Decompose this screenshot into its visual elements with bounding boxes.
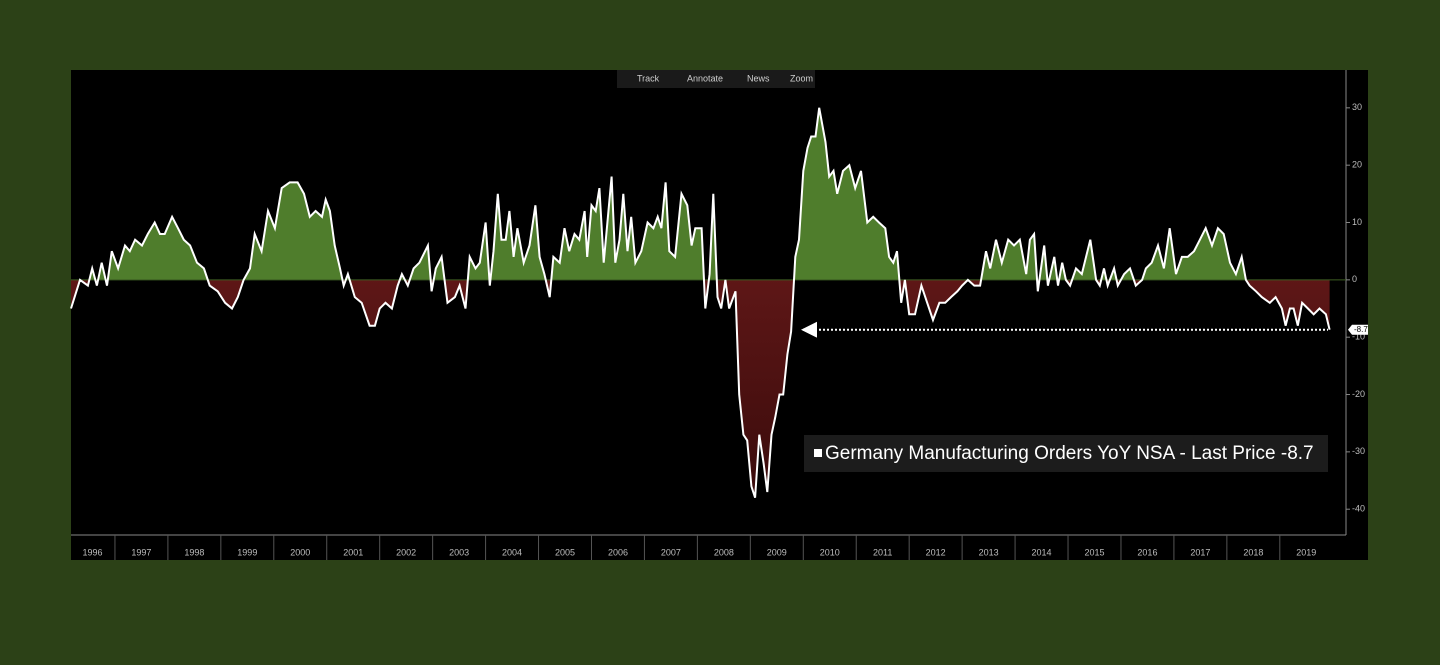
x-tick-label: 1998 <box>184 547 204 557</box>
legend-swatch <box>814 449 822 457</box>
toolbar-button[interactable]: News <box>747 73 770 83</box>
y-tick-label: -10 <box>1352 332 1365 342</box>
x-tick-label: 2003 <box>449 547 469 557</box>
series-line <box>70 107 1331 499</box>
y-tick-label: 20 <box>1352 160 1362 170</box>
y-tick-label: -20 <box>1352 389 1365 399</box>
y-tick-label: 10 <box>1352 217 1362 227</box>
x-tick-label: 2015 <box>1084 547 1104 557</box>
x-tick-label: 2016 <box>1137 547 1157 557</box>
x-tick-label: 2012 <box>926 547 946 557</box>
chart-background <box>71 70 1368 560</box>
x-tick-label: 2005 <box>555 547 575 557</box>
x-tick-label: 2007 <box>661 547 681 557</box>
legend-box <box>804 435 1328 472</box>
x-tick-label: 2001 <box>343 547 363 557</box>
x-tick-label: 1997 <box>131 547 151 557</box>
x-tick-label: 2017 <box>1190 547 1210 557</box>
x-tick-label: 2013 <box>979 547 999 557</box>
x-tick-label: 2009 <box>767 547 787 557</box>
legend-text: Germany Manufacturing Orders YoY NSA - L… <box>825 443 1314 464</box>
y-tick-label: -40 <box>1352 504 1365 514</box>
toolbar-button[interactable]: Track <box>637 73 660 83</box>
last-price-tag <box>1348 324 1368 335</box>
x-tick-label: 2004 <box>502 547 522 557</box>
x-tick-label: 2018 <box>1243 547 1263 557</box>
toolbar <box>617 70 815 88</box>
y-tick-label: 0 <box>1352 274 1357 284</box>
y-tick-label: 30 <box>1352 102 1362 112</box>
y-tick-label: -30 <box>1352 446 1365 456</box>
x-tick-label: 2011 <box>873 547 892 557</box>
x-tick-label: 2014 <box>1032 547 1052 557</box>
x-tick-label: 2006 <box>608 547 628 557</box>
x-tick-label: 2000 <box>290 547 310 557</box>
toolbar-button[interactable]: Zoom <box>790 73 813 83</box>
x-tick-label: 2002 <box>396 547 416 557</box>
x-tick-label: 2010 <box>820 547 840 557</box>
x-tick-label: 2008 <box>714 547 734 557</box>
x-tick-label: 1999 <box>237 547 257 557</box>
last-price-label: -8.7 <box>1354 325 1368 334</box>
x-tick-label: 1996 <box>82 547 102 557</box>
x-tick-label: 2019 <box>1296 547 1316 557</box>
toolbar-button[interactable]: Annotate <box>687 73 723 83</box>
